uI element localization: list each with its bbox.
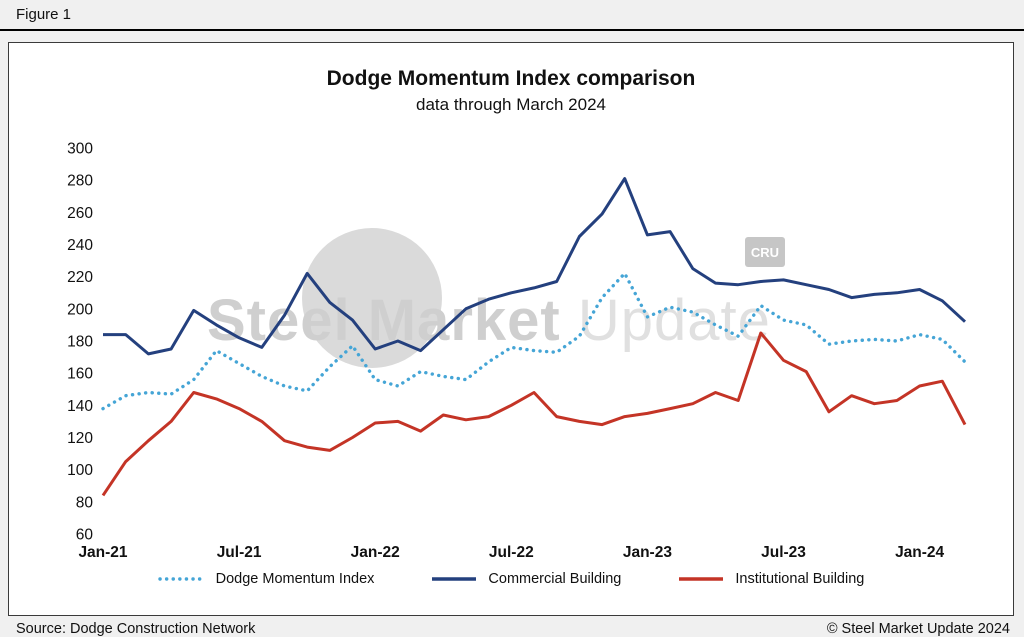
svg-text:120: 120 [67,430,93,447]
legend-label: Commercial Building [488,571,622,587]
svg-text:Jul-23: Jul-23 [761,544,806,561]
svg-text:280: 280 [67,173,93,190]
chart-panel: Steel Market Update CRU 60 80 100 120 140 160… [8,42,1014,616]
solid-line-icon [432,577,477,581]
svg-text:180: 180 [67,334,93,351]
svg-text:140: 140 [67,398,93,415]
solid-line-icon [679,577,724,581]
watermark: Steel Market Update CRU [9,43,1013,615]
svg-text:Jul-22: Jul-22 [489,544,534,561]
svg-text:160: 160 [67,366,93,383]
legend-item-institutional-building: Institutional Building [677,571,864,587]
svg-text:240: 240 [67,237,93,254]
svg-text:Jan-24: Jan-24 [895,544,944,561]
figure-label: Figure 1 [16,6,72,23]
legend-item-dodge-momentum-index: Dodge Momentum Index [157,571,375,587]
chart-svg: 60 80 100 120 140 160 180 200 220 240 260 280 300 Jan… [67,141,967,561]
legend: Dodge Momentum Index Commercial Building… [9,571,1013,587]
copyright-note: © Steel Market Update 2024 [826,621,1010,637]
cru-badge: CRU [745,237,785,267]
header-divider [0,29,1024,31]
dotted-line-icon [157,577,206,581]
svg-text:60: 60 [76,527,94,544]
legend-item-commercial-building: Commercial Building [430,571,621,587]
svg-text:200: 200 [67,301,93,318]
svg-text:Jan-21: Jan-21 [78,544,127,561]
legend-label: Dodge Momentum Index [215,571,375,587]
svg-text:Jul-21: Jul-21 [217,544,262,561]
source-note: Source: Dodge Construction Network [16,621,256,637]
svg-text:260: 260 [67,205,93,222]
chart-subtitle: data through March 2024 [416,95,606,114]
svg-text:300: 300 [67,141,93,158]
svg-text:Jan-22: Jan-22 [351,544,400,561]
svg-text:220: 220 [67,269,93,286]
svg-text:100: 100 [67,462,93,479]
chart-title: Dodge Momentum Index comparison [326,67,696,90]
svg-text:Jan-23: Jan-23 [623,544,672,561]
watermark-text-light: Update [577,288,771,353]
legend-label: Institutional Building [735,571,865,587]
svg-text:80: 80 [76,494,94,511]
